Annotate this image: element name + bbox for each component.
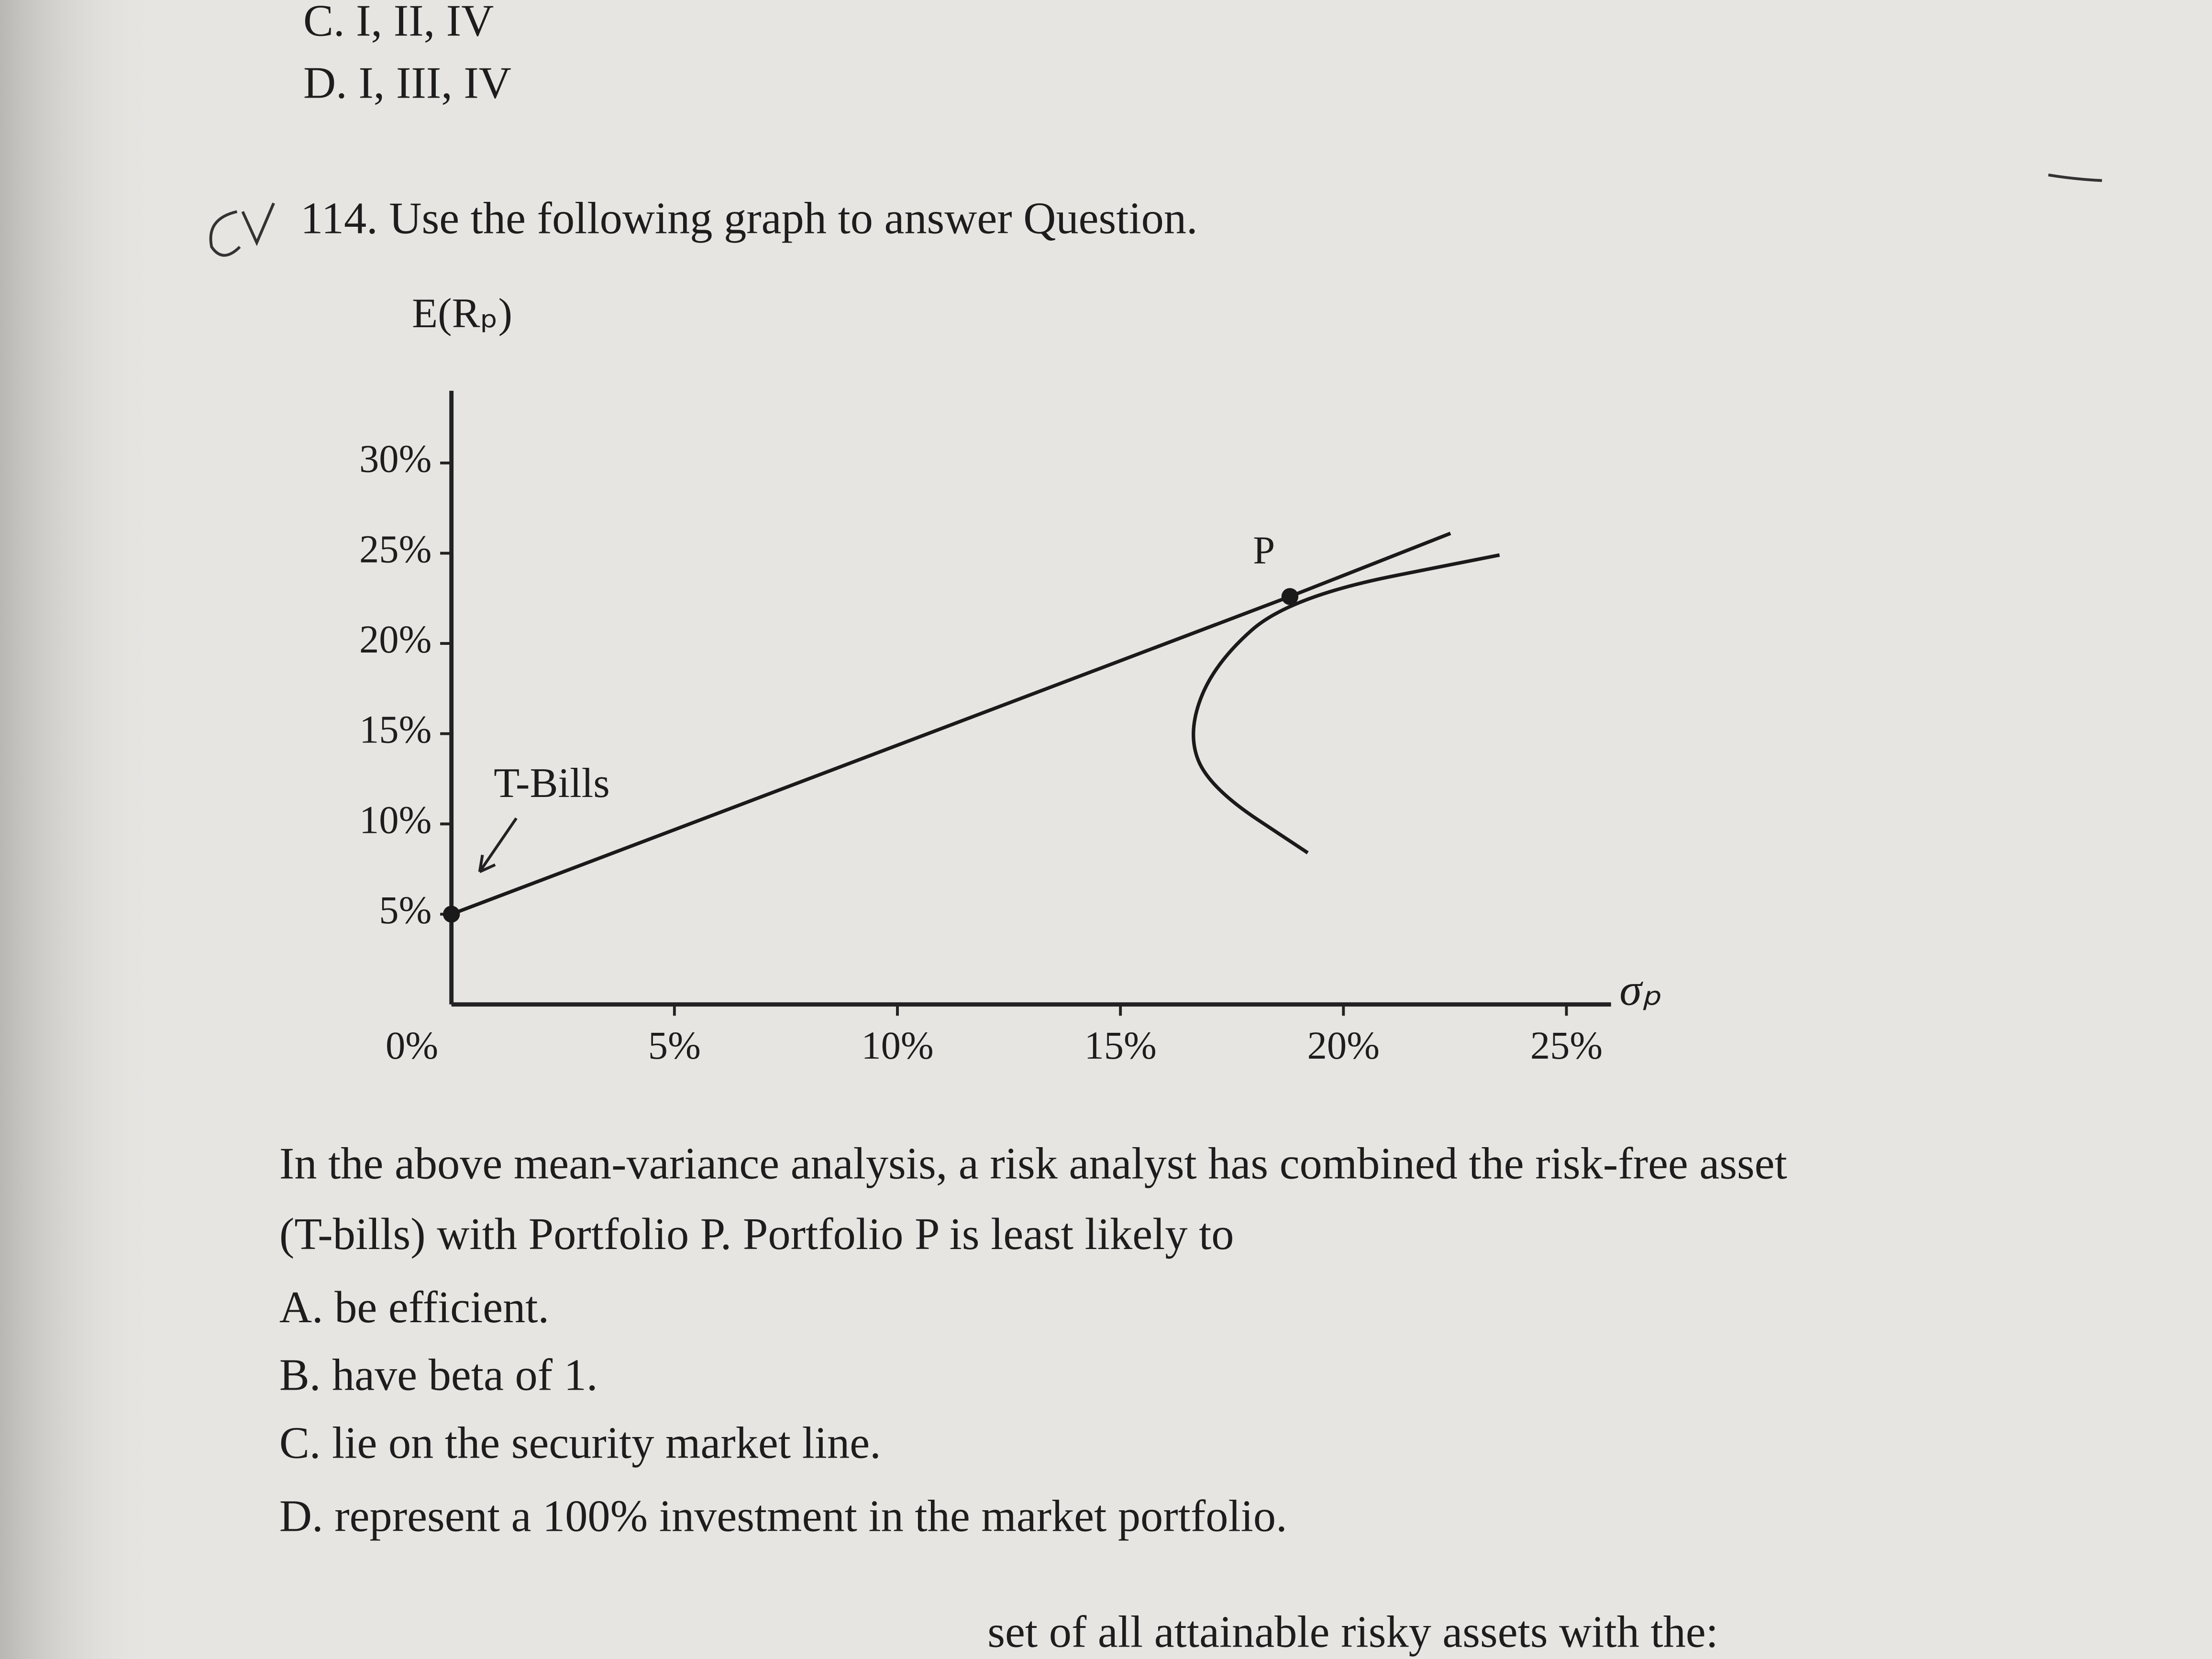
choice: B. have beta of 1.	[279, 1350, 598, 1400]
y-tick-label: 20%	[359, 617, 431, 661]
x-tick-label: 10%	[861, 1023, 933, 1067]
handwritten-mark	[209, 202, 275, 257]
footer-line: set of all attainable risky assets with …	[987, 1607, 1718, 1657]
x-tick-label: 15%	[1084, 1023, 1156, 1067]
point-marker	[442, 906, 460, 923]
y-tick-label: 15%	[359, 708, 431, 752]
x-tick-label: 0%	[386, 1023, 438, 1067]
chart: E(Rₚ) σₚ 5% 10% 15% 20% 25% 30% 0% 5% 10% 15% 20% 25%…	[359, 290, 1661, 1067]
annotation-arrow	[478, 817, 518, 874]
x-axis-label: σₚ	[1619, 965, 1661, 1015]
y-tick-label: 30%	[359, 437, 431, 481]
annotation: T-Bills	[494, 760, 610, 807]
body-line: (T-bills) with Portfolio P. Portfolio P …	[279, 1209, 1234, 1259]
choice: A. be efficient.	[279, 1283, 549, 1332]
x-tick-label: 20%	[1307, 1023, 1380, 1067]
choice: D. represent a 100% investment in the ma…	[279, 1492, 1287, 1541]
x-tick-label: 5%	[648, 1023, 701, 1067]
y-tick-label: 25%	[359, 527, 431, 571]
choice: C. lie on the security market line.	[279, 1418, 881, 1468]
point-marker	[1281, 588, 1299, 605]
handwritten-mark	[2048, 173, 2102, 182]
question-prompt: 114. Use the following graph to answer Q…	[300, 194, 1198, 243]
y-tick-label: 10%	[359, 797, 431, 841]
spine-shadow	[0, 0, 155, 1659]
body-line: In the above mean-variance analysis, a r…	[279, 1139, 1787, 1188]
option-line: D. I, III, IV	[303, 58, 511, 108]
annotation: P	[1253, 528, 1275, 572]
option-line: C. I, II, IV	[303, 0, 494, 46]
x-tick-label: 25%	[1530, 1023, 1603, 1067]
y-axis-label: E(Rₚ)	[412, 290, 512, 337]
efficient-frontier	[1192, 553, 1500, 854]
y-tick-label: 5%	[379, 888, 431, 932]
